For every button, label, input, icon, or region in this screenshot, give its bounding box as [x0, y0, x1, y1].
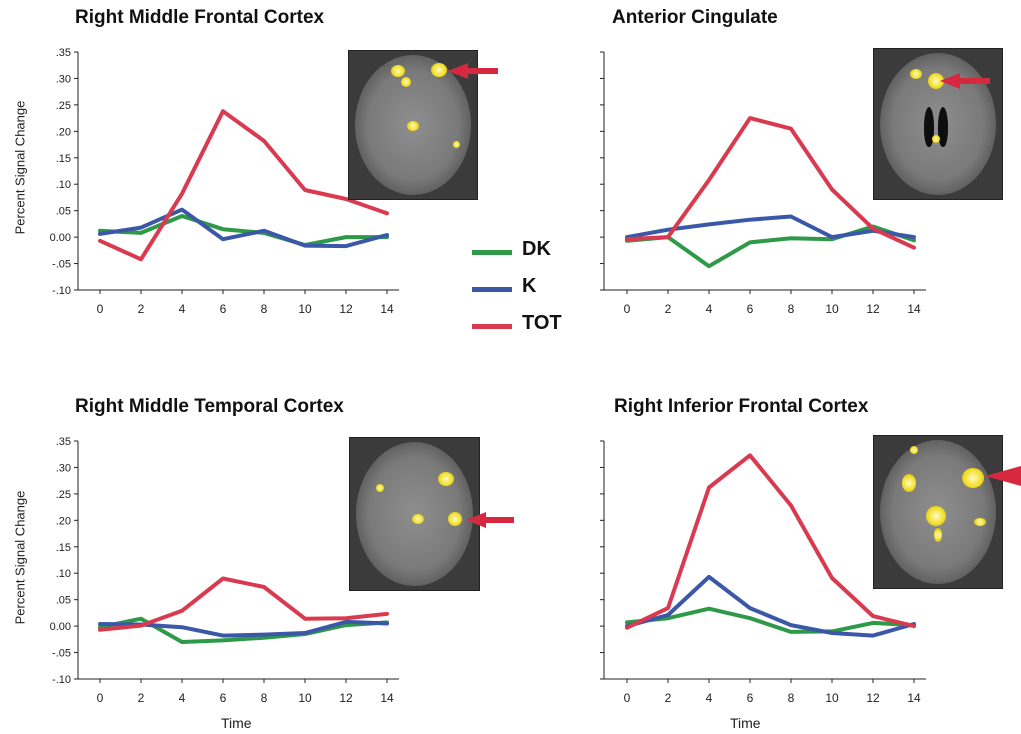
y-tick-label: -.10 [52, 674, 71, 686]
series-line-k [625, 574, 916, 638]
brain-scan-image-4 [873, 435, 1003, 589]
x-tick-label: 4 [706, 691, 713, 705]
x-tick-label: 10 [298, 302, 312, 316]
y-tick-label: .10 [56, 568, 71, 580]
brain-scan-image-2 [873, 48, 1003, 200]
legend-swatch-dk [472, 250, 512, 255]
chart-title-right-inferior-frontal: Right Inferior Frontal Cortex [614, 396, 869, 417]
x-tick-label: 6 [220, 691, 227, 705]
x-axis-label-right: Time [730, 715, 761, 731]
arrow-icon-2 [940, 73, 990, 89]
x-tick-label: 14 [380, 302, 394, 316]
x-tick-label: 2 [665, 691, 672, 705]
x-tick-label: 12 [866, 302, 880, 316]
y-tick-label: .25 [56, 100, 71, 112]
x-tick-label: 6 [747, 691, 754, 705]
chart-title-anterior-cingulate: Anterior Cingulate [612, 7, 778, 28]
x-tick-label: 6 [747, 302, 754, 316]
series-line-tot [98, 109, 389, 262]
y-tick-label: .30 [56, 462, 71, 474]
x-tick-label: 2 [138, 302, 145, 316]
y-tick-label: 0.00 [50, 232, 71, 244]
y-tick-label: .05 [56, 595, 71, 607]
series-line-tot [625, 116, 916, 250]
brain-scan-image-3 [349, 437, 480, 591]
x-tick-label: 0 [624, 691, 631, 705]
y-tick-label: -.10 [52, 285, 71, 297]
legend-label-k: K [522, 275, 537, 297]
x-tick-label: 4 [706, 302, 713, 316]
y-tick-label: .30 [56, 73, 71, 85]
arrow-icon-1 [448, 63, 498, 79]
x-tick-label: 14 [907, 691, 921, 705]
x-tick-label: 4 [179, 691, 186, 705]
y-tick-label: .15 [56, 153, 71, 165]
y-tick-label: .25 [56, 489, 71, 501]
x-tick-label: 10 [298, 691, 312, 705]
y-tick-label: .20 [56, 515, 71, 527]
chart-title-right-middle-frontal: Right Middle Frontal Cortex [75, 7, 325, 28]
x-tick-label: 12 [339, 691, 353, 705]
x-tick-label: 0 [97, 302, 104, 316]
x-tick-label: 8 [788, 302, 795, 316]
arrow-icon-3 [466, 512, 514, 528]
series-line-dk [625, 606, 916, 634]
y-tick-label: .05 [56, 206, 71, 218]
y-tick-label: .15 [56, 542, 71, 554]
x-tick-label: 10 [825, 691, 839, 705]
series-line-dk [625, 224, 916, 269]
x-tick-label: 2 [665, 302, 672, 316]
x-tick-label: 0 [624, 302, 631, 316]
y-tick-label: 0.00 [50, 621, 71, 633]
x-tick-label: 12 [866, 691, 880, 705]
arrow-icon-4 [985, 466, 1021, 486]
x-axis-label-left: Time [221, 715, 252, 731]
series-line-k [98, 207, 389, 249]
x-tick-label: 14 [380, 691, 394, 705]
y-tick-label: .35 [56, 436, 71, 448]
series-line-dk [98, 214, 389, 247]
series-line-tot [98, 576, 389, 632]
y-tick-label: .10 [56, 179, 71, 191]
legend-label-tot: TOT [522, 312, 562, 334]
x-tick-label: 8 [261, 691, 268, 705]
x-tick-label: 12 [339, 302, 353, 316]
y-tick-label: -.05 [52, 259, 71, 271]
y-tick-label: -.05 [52, 648, 71, 660]
legend-swatch-k [472, 287, 512, 292]
x-tick-label: 10 [825, 302, 839, 316]
x-tick-label: 14 [907, 302, 921, 316]
x-tick-label: 8 [788, 691, 795, 705]
x-tick-label: 0 [97, 691, 104, 705]
y-tick-label: .20 [56, 126, 71, 138]
series-line-tot [625, 453, 916, 630]
legend-label-dk: DK [522, 238, 551, 260]
x-tick-label: 4 [179, 302, 186, 316]
x-tick-label: 8 [261, 302, 268, 316]
y-tick-label: .35 [56, 47, 71, 59]
x-tick-label: 2 [138, 691, 145, 705]
chart-title-right-middle-temporal: Right Middle Temporal Cortex [75, 396, 344, 417]
x-tick-label: 6 [220, 302, 227, 316]
brain-scan-image-1 [348, 50, 478, 200]
legend-swatch-tot [472, 324, 512, 329]
